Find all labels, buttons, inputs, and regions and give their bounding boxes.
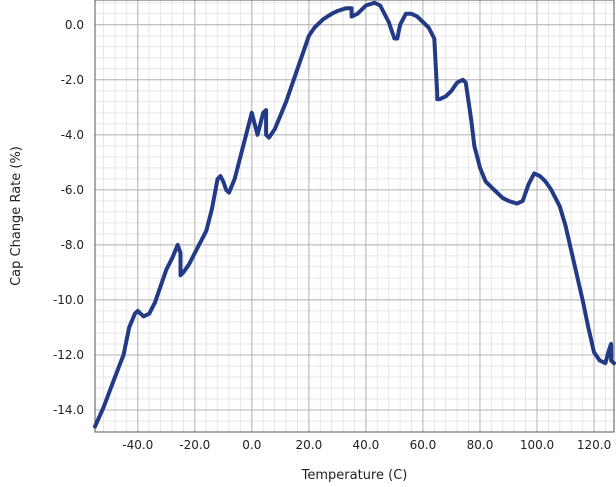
x-tick-label: -40.0 bbox=[122, 438, 153, 452]
y-tick-labels: 0.0 -2.0 -4.0 -6.0 -8.0 -10.0 -12.0 -14.0 bbox=[53, 18, 84, 417]
y-axis-title: Cap Change Rate (%) bbox=[9, 146, 24, 286]
x-tick-label: 0.0 bbox=[242, 438, 261, 452]
x-tick-label: 40.0 bbox=[353, 438, 380, 452]
x-tick-label: 120.0 bbox=[577, 438, 611, 452]
y-tick-label: -8.0 bbox=[61, 238, 84, 252]
y-tick-label: -2.0 bbox=[61, 73, 84, 87]
plot-border bbox=[94, 0, 615, 433]
y-tick-label: -10.0 bbox=[53, 293, 84, 307]
y-tick-label: -12.0 bbox=[53, 348, 84, 362]
x-tick-label: 100.0 bbox=[520, 438, 554, 452]
x-tick-label: 20.0 bbox=[296, 438, 323, 452]
y-tick-label: -6.0 bbox=[61, 183, 84, 197]
data-lines bbox=[93, 0, 616, 429]
minor-grid bbox=[95, 0, 614, 433]
x-axis-title: Temperature (C) bbox=[301, 468, 408, 483]
series-line-0 bbox=[93, 0, 616, 429]
major-grid bbox=[95, 0, 614, 432]
x-tick-label: -20.0 bbox=[179, 438, 210, 452]
x-tick-labels: -40.0 -20.0 0.0 20.0 40.0 60.0 80.0 100.0 120.0 bbox=[122, 438, 611, 452]
x-tick-label: 60.0 bbox=[410, 438, 437, 452]
y-tick-label: -4.0 bbox=[61, 128, 84, 142]
x-tick-label: 80.0 bbox=[467, 438, 494, 452]
y-tick-label: 0.0 bbox=[65, 18, 84, 32]
y-tick-label: -14.0 bbox=[53, 403, 84, 417]
